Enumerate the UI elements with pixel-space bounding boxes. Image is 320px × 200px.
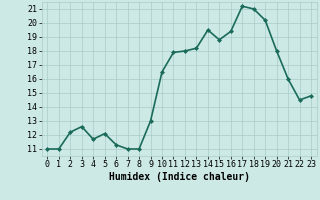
X-axis label: Humidex (Indice chaleur): Humidex (Indice chaleur)	[109, 172, 250, 182]
